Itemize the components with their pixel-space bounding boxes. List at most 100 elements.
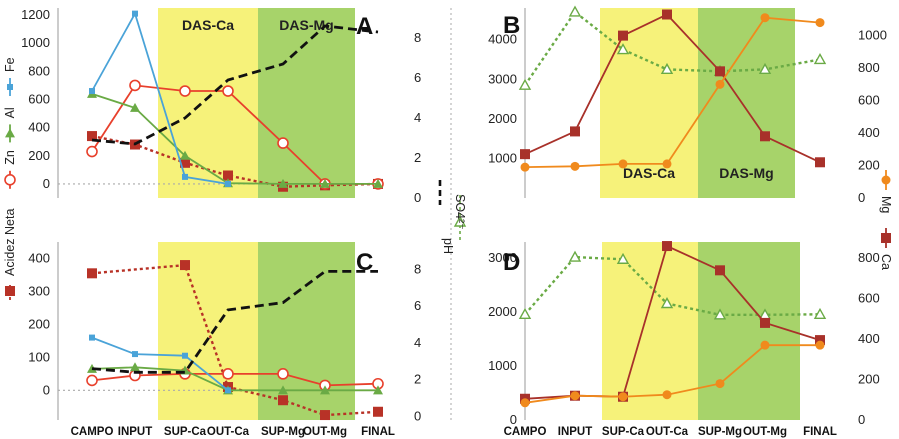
legend-item: Al xyxy=(3,107,17,143)
y-right-tick-label: 200 xyxy=(858,372,880,387)
data-point xyxy=(223,170,233,181)
legend-label: Zn xyxy=(3,150,17,165)
x-tick-label: OUT-Ca xyxy=(207,426,250,438)
y-right-tick-label: 2 xyxy=(414,372,421,387)
series-ph xyxy=(91,24,379,146)
y-left-tick-label: 2000 xyxy=(488,304,517,319)
middle-legend: pH SO4²⁻ xyxy=(438,180,467,254)
data-point xyxy=(520,162,530,172)
data-point xyxy=(662,9,672,20)
legend-label: Mg xyxy=(879,196,893,213)
series-so4- xyxy=(518,250,827,320)
left-legend: Acidez Neta Zn Al Fe xyxy=(3,57,17,300)
y-right-tick-label: 8 xyxy=(414,262,421,277)
zone-label-das-ca: DAS-Ca xyxy=(623,165,675,181)
series-ca xyxy=(520,9,825,168)
legend-marker xyxy=(881,233,891,243)
y-right-tick-label: 0 xyxy=(858,190,865,205)
data-point xyxy=(89,334,95,341)
data-point xyxy=(132,351,138,358)
legend-label: Acidez Neta xyxy=(3,209,17,276)
y-left-tick-label: 2000 xyxy=(488,111,517,126)
data-point xyxy=(86,374,98,387)
legend-label: pH xyxy=(441,238,455,254)
data-point xyxy=(758,62,772,75)
y-right-tick-label: 6 xyxy=(414,70,421,85)
data-point xyxy=(520,149,530,160)
data-point xyxy=(225,180,231,187)
y-left-tick-label: 600 xyxy=(28,91,50,106)
legend-marker xyxy=(881,175,891,185)
zone-das-mg xyxy=(258,242,355,420)
data-point xyxy=(132,10,138,17)
y-left-tick-label: 1000 xyxy=(21,35,50,50)
data-point xyxy=(662,390,672,400)
y-right-tick-label: 1000 xyxy=(858,28,887,43)
panel-b: 1000 2000 3000 4000 0 200 400 600 800 1000 DAS-Ca D… xyxy=(488,5,887,205)
x-tick-label: INPUT xyxy=(118,426,153,438)
series-fe xyxy=(89,334,231,394)
data-point xyxy=(815,18,825,28)
data-point xyxy=(182,173,188,180)
data-point xyxy=(618,30,628,41)
panel-letter: C xyxy=(356,249,373,276)
legend-label: Fe xyxy=(3,57,17,72)
series-line xyxy=(91,24,379,146)
data-point xyxy=(715,265,725,276)
data-point xyxy=(518,78,532,90)
series-so4- xyxy=(518,5,827,90)
y-right-tick-label: 600 xyxy=(858,93,880,108)
data-point xyxy=(180,150,190,160)
panel-letter: B xyxy=(503,12,520,39)
x-tick-label: SUP-Ca xyxy=(164,426,207,438)
data-point xyxy=(660,297,674,309)
legend-marker xyxy=(7,84,13,90)
legend-label: Ca xyxy=(879,254,893,270)
x-tick-label: SUP-Mg xyxy=(698,426,742,438)
legend-label: SO4²⁻ xyxy=(453,194,467,230)
zone-label-das-mg: DAS-Mg xyxy=(719,165,773,181)
y-right-tick-label: 6 xyxy=(414,298,421,313)
data-point xyxy=(660,62,674,75)
data-point xyxy=(225,387,231,394)
data-point xyxy=(87,268,97,279)
data-point xyxy=(760,13,770,23)
legend-item: Fe xyxy=(3,57,17,96)
data-point xyxy=(715,79,725,89)
data-point xyxy=(815,335,825,346)
panel-letter: A xyxy=(356,13,373,40)
right-legend: Mg Ca xyxy=(879,170,893,270)
y-left-tick-label: 4000 xyxy=(488,32,517,47)
data-point xyxy=(813,53,827,65)
data-point xyxy=(320,385,330,395)
zone-das-mg xyxy=(698,8,795,198)
data-point xyxy=(760,340,770,350)
data-point xyxy=(130,362,140,372)
y-left-tick-label: 200 xyxy=(28,148,50,163)
data-point xyxy=(277,368,289,380)
panel-c: 0 100 200 300 400 0 2 4 6 8 C CAMPO INPUT SUP-Ca OUT-C… xyxy=(28,242,421,438)
zone-label-das-ca: DAS-Ca xyxy=(182,17,234,33)
y-left-tick-label: 400 xyxy=(28,120,50,135)
data-point xyxy=(86,145,98,158)
y-left-tick-label: 300 xyxy=(28,283,50,298)
y-right-tick-label: 8 xyxy=(414,30,421,45)
legend-label: Al xyxy=(3,107,17,118)
data-point xyxy=(570,126,580,137)
data-point xyxy=(813,307,827,319)
data-point xyxy=(373,385,383,395)
y-left-tick-label: 0 xyxy=(43,382,50,397)
data-point xyxy=(373,178,383,188)
y-left-tick-label: 400 xyxy=(28,250,50,265)
series-mg xyxy=(520,13,825,172)
data-point xyxy=(570,391,580,401)
data-point xyxy=(320,410,330,421)
x-tick-label: CAMPO xyxy=(71,426,114,438)
data-point xyxy=(222,368,234,380)
data-point xyxy=(616,43,630,55)
series-mg xyxy=(520,340,825,408)
data-point xyxy=(278,178,288,188)
data-point xyxy=(179,85,191,97)
zone-das-ca xyxy=(600,8,698,198)
